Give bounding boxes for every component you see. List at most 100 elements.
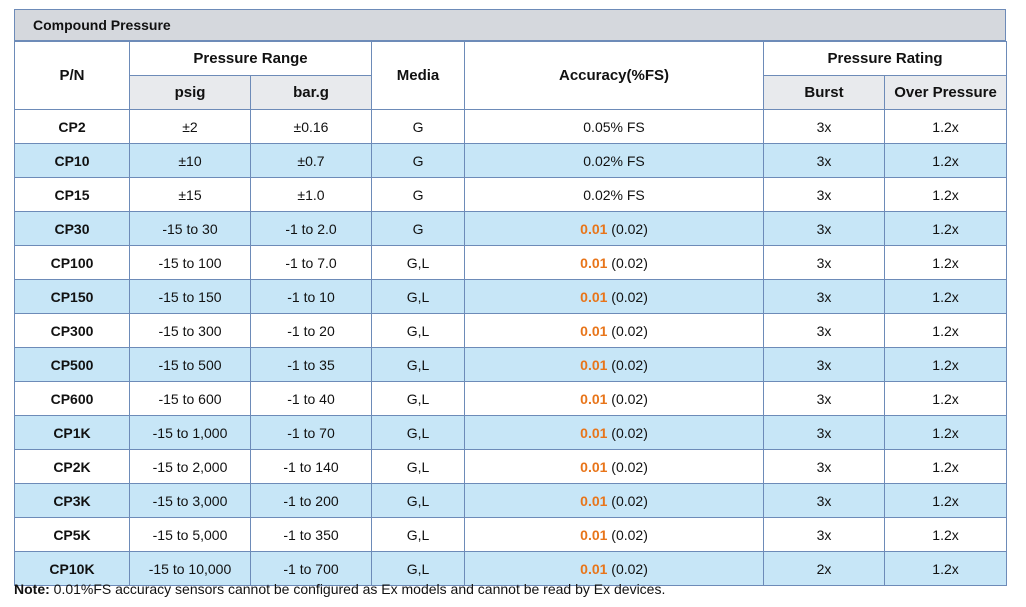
accuracy-value: 0.02% FS bbox=[583, 186, 645, 203]
cell-pn: CP3K bbox=[14, 483, 130, 518]
accuracy-value: 0.02% FS bbox=[583, 152, 645, 169]
cell-accuracy: 0.01 (0.02) bbox=[464, 279, 765, 314]
cell-barg: -1 to 700 bbox=[249, 551, 373, 586]
accuracy-value: (0.02) bbox=[607, 390, 648, 407]
cell-pn: CP5K bbox=[14, 517, 130, 552]
table-row: CP100 -15 to 100 -1 to 7.0 G,L 0.01 (0.02) 3x… bbox=[14, 245, 1008, 280]
cell-barg: -1 to 20 bbox=[249, 313, 373, 348]
cell-barg: -1 to 200 bbox=[249, 483, 373, 518]
cell-barg: -1 to 2.0 bbox=[249, 211, 373, 246]
header-over-pressure: Over Pressure bbox=[884, 75, 1008, 110]
table-row: CP5K -15 to 5,000 -1 to 350 G,L 0.01 (0.02) 3… bbox=[14, 517, 1008, 552]
cell-over-pressure: 1.2x bbox=[884, 449, 1008, 484]
cell-barg: ±0.16 bbox=[249, 109, 373, 144]
cell-accuracy: 0.02% FS bbox=[464, 177, 765, 212]
cell-psig: -15 to 2,000 bbox=[129, 449, 251, 484]
cell-pn: CP2K bbox=[14, 449, 130, 484]
table-body: CP2 ±2 ±0.16 G 0.05% FS 3x 1.2x CP10 ±10 ±0.7 G 0.0… bbox=[14, 109, 1008, 586]
cell-pn: CP30 bbox=[14, 211, 130, 246]
cell-media: G,L bbox=[371, 415, 466, 450]
cell-psig: -15 to 5,000 bbox=[129, 517, 251, 552]
cell-media: G,L bbox=[371, 313, 466, 348]
cell-psig: -15 to 1,000 bbox=[129, 415, 251, 450]
cell-accuracy: 0.01 (0.02) bbox=[464, 313, 765, 348]
cell-accuracy: 0.01 (0.02) bbox=[464, 381, 765, 416]
cell-over-pressure: 1.2x bbox=[884, 381, 1008, 416]
cell-burst: 3x bbox=[763, 143, 886, 178]
cell-burst: 3x bbox=[763, 381, 886, 416]
cell-barg: -1 to 35 bbox=[249, 347, 373, 382]
cell-burst: 3x bbox=[763, 517, 886, 552]
table-row: CP150 -15 to 150 -1 to 10 G,L 0.01 (0.02) 3x 1… bbox=[14, 279, 1008, 314]
cell-media: G,L bbox=[371, 279, 466, 314]
cell-psig: -15 to 300 bbox=[129, 313, 251, 348]
header-accuracy: Accuracy(%FS) bbox=[464, 41, 765, 110]
accuracy-value: (0.02) bbox=[607, 356, 648, 373]
cell-pn: CP1K bbox=[14, 415, 130, 450]
cell-media: G,L bbox=[371, 245, 466, 280]
cell-pn: CP100 bbox=[14, 245, 130, 280]
cell-pn: CP300 bbox=[14, 313, 130, 348]
cell-burst: 3x bbox=[763, 177, 886, 212]
accuracy-highlight: 0.01 bbox=[580, 526, 608, 543]
cell-burst: 3x bbox=[763, 449, 886, 484]
header-pressure-rating: Pressure Rating bbox=[763, 41, 1008, 76]
cell-over-pressure: 1.2x bbox=[884, 313, 1008, 348]
cell-burst: 3x bbox=[763, 245, 886, 280]
cell-media: G,L bbox=[371, 483, 466, 518]
note-label: Note: bbox=[14, 581, 50, 597]
accuracy-highlight: 0.01 bbox=[580, 322, 608, 339]
cell-burst: 2x bbox=[763, 551, 886, 586]
table-row: CP300 -15 to 300 -1 to 20 G,L 0.01 (0.02) 3x 1… bbox=[14, 313, 1008, 348]
cell-burst: 3x bbox=[763, 483, 886, 518]
table-row: CP10 ±10 ±0.7 G 0.02% FS 3x 1.2x bbox=[14, 143, 1008, 178]
cell-barg: ±0.7 bbox=[249, 143, 373, 178]
cell-accuracy: 0.02% FS bbox=[464, 143, 765, 178]
table-title: Compound Pressure bbox=[14, 9, 1006, 41]
cell-media: G bbox=[371, 109, 466, 144]
cell-barg: -1 to 7.0 bbox=[249, 245, 373, 280]
cell-barg: ±1.0 bbox=[249, 177, 373, 212]
cell-burst: 3x bbox=[763, 313, 886, 348]
accuracy-value: (0.02) bbox=[607, 560, 648, 577]
table-row: CP2 ±2 ±0.16 G 0.05% FS 3x 1.2x bbox=[14, 109, 1008, 144]
cell-media: G,L bbox=[371, 551, 466, 586]
cell-psig: -15 to 3,000 bbox=[129, 483, 251, 518]
cell-accuracy: 0.01 (0.02) bbox=[464, 551, 765, 586]
cell-accuracy: 0.01 (0.02) bbox=[464, 449, 765, 484]
header-psig: psig bbox=[129, 75, 251, 110]
table-row: CP3K -15 to 3,000 -1 to 200 G,L 0.01 (0.02) 3… bbox=[14, 483, 1008, 518]
cell-pn: CP150 bbox=[14, 279, 130, 314]
cell-pn: CP2 bbox=[14, 109, 130, 144]
cell-media: G bbox=[371, 211, 466, 246]
cell-over-pressure: 1.2x bbox=[884, 483, 1008, 518]
table-row: CP2K -15 to 2,000 -1 to 140 G,L 0.01 (0.02) 3… bbox=[14, 449, 1008, 484]
cell-accuracy: 0.01 (0.02) bbox=[464, 211, 765, 246]
cell-accuracy: 0.01 (0.02) bbox=[464, 415, 765, 450]
cell-over-pressure: 1.2x bbox=[884, 551, 1008, 586]
accuracy-value: (0.02) bbox=[607, 288, 648, 305]
cell-psig: -15 to 150 bbox=[129, 279, 251, 314]
cell-psig: -15 to 600 bbox=[129, 381, 251, 416]
accuracy-value: (0.02) bbox=[607, 254, 648, 271]
accuracy-highlight: 0.01 bbox=[580, 254, 608, 271]
cell-psig: -15 to 500 bbox=[129, 347, 251, 382]
cell-burst: 3x bbox=[763, 109, 886, 144]
accuracy-value: (0.02) bbox=[607, 492, 648, 509]
cell-over-pressure: 1.2x bbox=[884, 211, 1008, 246]
cell-media: G bbox=[371, 177, 466, 212]
cell-burst: 3x bbox=[763, 347, 886, 382]
cell-barg: -1 to 40 bbox=[249, 381, 373, 416]
cell-burst: 3x bbox=[763, 211, 886, 246]
cell-barg: -1 to 70 bbox=[249, 415, 373, 450]
accuracy-highlight: 0.01 bbox=[580, 424, 608, 441]
cell-media: G,L bbox=[371, 347, 466, 382]
accuracy-value: (0.02) bbox=[607, 458, 648, 475]
accuracy-highlight: 0.01 bbox=[580, 560, 608, 577]
cell-over-pressure: 1.2x bbox=[884, 415, 1008, 450]
cell-psig: ±10 bbox=[129, 143, 251, 178]
accuracy-value: (0.02) bbox=[607, 526, 648, 543]
cell-psig: -15 to 100 bbox=[129, 245, 251, 280]
accuracy-value: (0.02) bbox=[607, 322, 648, 339]
accuracy-highlight: 0.01 bbox=[580, 390, 608, 407]
